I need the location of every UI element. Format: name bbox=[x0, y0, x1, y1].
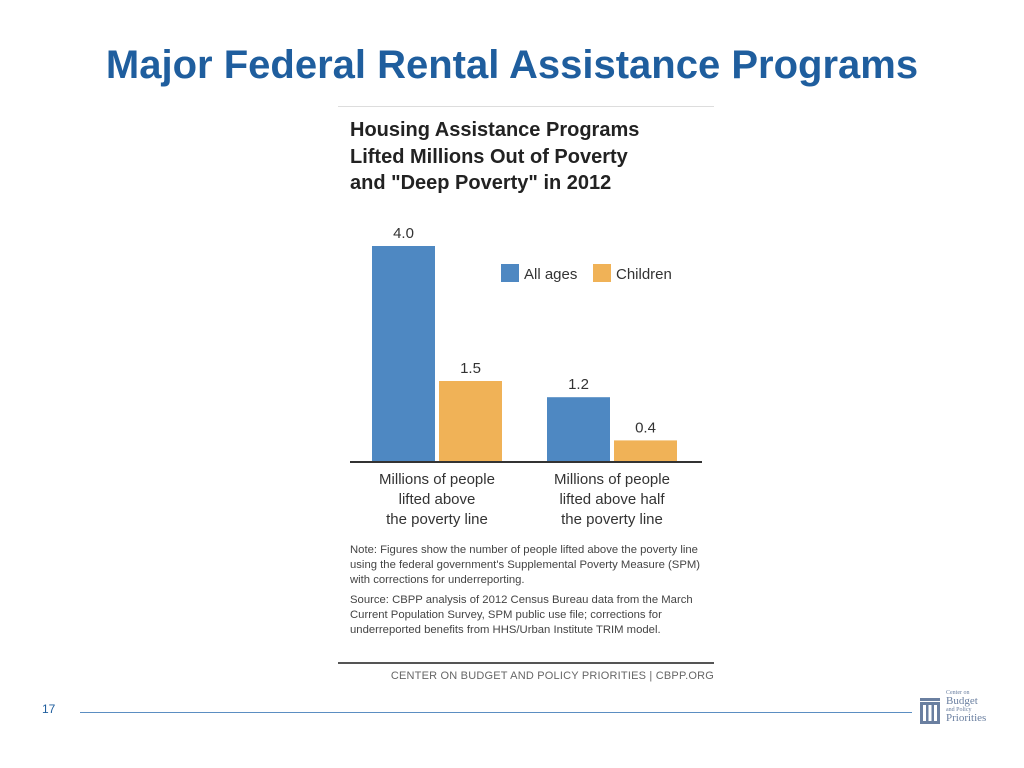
data-label: 0.4 bbox=[635, 419, 656, 436]
page-number: 17 bbox=[42, 702, 56, 716]
chart-figure: Housing Assistance Programs Lifted Milli… bbox=[338, 106, 714, 688]
data-label: 4.0 bbox=[393, 225, 414, 242]
category-label: the poverty line bbox=[561, 511, 663, 528]
bar-all-ages-2 bbox=[547, 397, 610, 462]
data-label: 1.5 bbox=[460, 360, 481, 377]
chart-title: Housing Assistance Programs Lifted Milli… bbox=[350, 117, 710, 197]
logo-wordmark: Center on Budget and Policy Priorities bbox=[946, 690, 987, 724]
legend-label: Children bbox=[616, 266, 672, 283]
chart-title-line-1: Housing Assistance Programs bbox=[350, 119, 640, 141]
figure-credit: CENTER ON BUDGET AND POLICY PRIORITIES |… bbox=[390, 670, 714, 682]
bar-children-2 bbox=[614, 440, 677, 462]
category-label: the poverty line bbox=[386, 511, 488, 528]
chart-title-line-3: and "Deep Poverty" in 2012 bbox=[350, 172, 612, 194]
legend-swatch bbox=[593, 264, 611, 282]
data-label: 1.2 bbox=[568, 376, 589, 393]
category-label: lifted above bbox=[399, 491, 476, 508]
figure-bottom-divider bbox=[338, 662, 714, 664]
bar-children-1 bbox=[439, 381, 502, 462]
slide-title: Major Federal Rental Assistance Programs bbox=[105, 43, 919, 87]
figure-top-divider bbox=[338, 106, 714, 107]
legend-swatch bbox=[501, 264, 519, 282]
footer-divider bbox=[80, 712, 912, 713]
cbpp-logo: Center on Budget and Policy Priorities bbox=[918, 690, 994, 734]
bar-all-ages-1 bbox=[372, 246, 435, 462]
legend-label: All ages bbox=[524, 266, 577, 283]
chart-source: Source: CBPP analysis of 2012 Census Bur… bbox=[350, 594, 693, 637]
category-label: Millions of people bbox=[379, 471, 495, 488]
category-label: Millions of people bbox=[554, 471, 670, 488]
chart-note: Note: Figures show the number of people … bbox=[350, 544, 701, 587]
category-label: lifted above half bbox=[559, 491, 665, 508]
chart-title-line-2: Lifted Millions Out of Poverty bbox=[350, 145, 628, 168]
bar-chart: 4.0 1.2 1.5 0.4 Millions of people lifted abo… bbox=[350, 225, 702, 528]
building-icon bbox=[920, 698, 940, 724]
